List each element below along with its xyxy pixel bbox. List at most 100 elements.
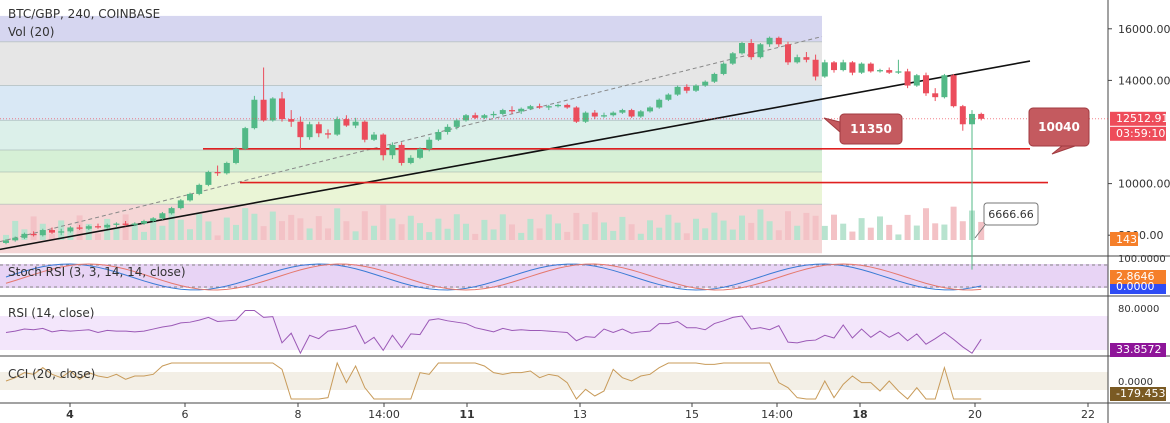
volume-bar <box>214 235 221 240</box>
cci-value-badge: -179.4532 <box>1116 387 1170 400</box>
candle-body <box>39 230 46 236</box>
stoch-k-line <box>5 263 982 291</box>
candle-body <box>720 63 727 74</box>
candle-body <box>463 115 469 121</box>
candle-body <box>775 37 782 45</box>
candle-body <box>417 148 423 158</box>
volume-bar <box>978 221 985 240</box>
candle-body <box>196 184 203 194</box>
candle-body <box>858 63 865 73</box>
rsi-top-label: 80.0000 <box>1118 304 1159 315</box>
x-tick-label: 22 <box>1081 408 1095 421</box>
candle-body <box>297 121 304 138</box>
candle-body <box>205 171 212 185</box>
volume-bar <box>453 214 460 240</box>
candle-body <box>361 121 368 140</box>
rsi-band <box>0 316 1108 350</box>
volume-bar <box>729 229 736 240</box>
candle-body <box>113 223 120 225</box>
stoch-band <box>0 264 1108 288</box>
candle-body <box>748 42 755 58</box>
candle-body <box>67 227 74 232</box>
volume-bar <box>619 216 626 240</box>
volume-bar <box>610 230 617 240</box>
candle-body <box>665 94 672 100</box>
candle-body <box>518 108 525 112</box>
volume-bar <box>251 213 258 240</box>
volume-bar <box>895 234 902 240</box>
candle-body <box>693 85 699 91</box>
symbol-title: BTC/GBP, 240, COINBASE <box>8 7 161 21</box>
candle-body <box>895 71 902 73</box>
candle-body <box>932 93 939 98</box>
volume-bar <box>315 216 322 240</box>
volume-bar <box>545 214 552 240</box>
candle-body <box>325 133 331 135</box>
volume-bar <box>371 225 377 240</box>
candle-body <box>647 107 653 112</box>
x-tick-label: 15 <box>685 408 699 421</box>
x-tick-label: 18 <box>852 408 867 421</box>
volume-bar <box>380 205 387 240</box>
volume-bar <box>656 227 663 240</box>
volume-badge: 143 <box>1116 233 1137 246</box>
volume-bar <box>794 225 801 240</box>
candle-body <box>674 86 681 95</box>
candle-body <box>288 119 295 122</box>
rsi-label[interactable]: RSI (14, close) <box>8 306 95 320</box>
fib-zone <box>0 120 822 151</box>
volume-bar <box>702 228 709 240</box>
candle-body <box>564 104 571 108</box>
volume-bar <box>150 217 157 240</box>
volume-bar <box>490 229 497 240</box>
candle-body <box>619 110 626 113</box>
candle-body <box>306 124 313 138</box>
volume-bar <box>30 216 37 240</box>
candle-body <box>168 208 175 214</box>
volume-bar <box>463 223 469 240</box>
candle-body <box>536 106 543 108</box>
volume-bar <box>720 220 727 240</box>
candle-body <box>785 44 791 63</box>
volume-bar <box>306 228 313 240</box>
volume-bar <box>361 211 368 240</box>
fib-zone <box>0 41 822 86</box>
volume-badge-bg <box>1110 232 1138 246</box>
current-price-badge: 12512.91 <box>1116 112 1169 125</box>
candle-body <box>913 75 920 86</box>
volume-bar <box>435 218 442 240</box>
candle-body <box>21 233 28 238</box>
volume-bar <box>288 214 295 240</box>
stoch-rsi-label[interactable]: Stoch RSI (3, 3, 14, 14, close) <box>8 265 186 279</box>
candle-body <box>867 63 874 72</box>
candle-body <box>877 70 883 72</box>
x-tick-label: 8 <box>295 408 302 421</box>
price-tick-label: 14000.00 <box>1118 74 1170 87</box>
candle-body <box>978 113 985 119</box>
volume-bar <box>518 232 525 240</box>
volume-bar <box>637 233 644 240</box>
candle-body <box>803 57 810 60</box>
countdown-badge-bg <box>1110 126 1166 141</box>
x-tick-label: 20 <box>968 408 982 421</box>
cci-label[interactable]: CCI (20, close) <box>8 367 96 381</box>
candle-body <box>757 44 764 58</box>
candle-body <box>711 73 718 82</box>
candle-body <box>435 132 442 140</box>
volume-bar <box>564 231 571 240</box>
volume-indicator-label[interactable]: Vol (20) <box>8 25 55 39</box>
callout-10040-text: 10040 <box>1038 120 1080 134</box>
volume-bar <box>959 221 966 240</box>
candle-body <box>610 112 617 116</box>
volume-bar <box>297 218 304 240</box>
candle-body <box>683 86 690 91</box>
stoch-value-badge-bg <box>1110 270 1166 284</box>
volume-bar <box>196 214 203 240</box>
volume-bar <box>334 208 341 240</box>
candle-body <box>959 106 966 125</box>
candle-body <box>177 200 184 209</box>
stoch-value2-badge-bg <box>1110 284 1166 294</box>
volume-bar <box>748 222 755 240</box>
volume-bar <box>85 223 92 240</box>
